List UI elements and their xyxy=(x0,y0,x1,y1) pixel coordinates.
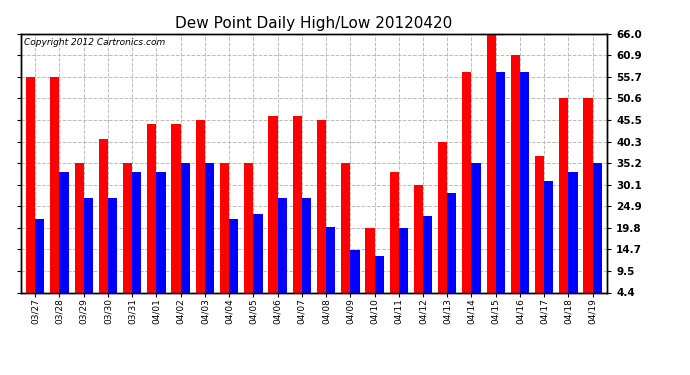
Bar xyxy=(35,219,44,311)
Bar xyxy=(253,214,263,311)
Bar xyxy=(486,34,495,311)
Bar xyxy=(75,163,83,311)
Bar xyxy=(326,227,335,311)
Bar xyxy=(317,120,326,311)
Bar xyxy=(559,99,569,311)
Bar xyxy=(108,198,117,311)
Bar xyxy=(277,198,287,311)
Bar xyxy=(244,163,253,311)
Title: Dew Point Daily High/Low 20120420: Dew Point Daily High/Low 20120420 xyxy=(175,16,453,31)
Bar xyxy=(293,116,302,311)
Bar xyxy=(447,194,457,311)
Bar xyxy=(351,250,359,311)
Bar xyxy=(205,163,214,311)
Bar xyxy=(132,172,141,311)
Bar xyxy=(365,228,375,311)
Bar xyxy=(196,120,205,311)
Bar xyxy=(157,172,166,311)
Bar xyxy=(83,198,93,311)
Bar xyxy=(147,124,157,311)
Bar xyxy=(593,163,602,311)
Bar xyxy=(268,116,277,311)
Bar xyxy=(302,198,311,311)
Text: Copyright 2012 Cartronics.com: Copyright 2012 Cartronics.com xyxy=(23,38,165,46)
Bar xyxy=(495,72,505,311)
Bar xyxy=(471,163,481,311)
Bar xyxy=(171,124,181,311)
Bar xyxy=(584,99,593,311)
Bar xyxy=(181,163,190,311)
Bar xyxy=(390,172,399,311)
Bar xyxy=(511,55,520,311)
Bar xyxy=(423,216,432,311)
Bar xyxy=(535,156,544,311)
Bar xyxy=(229,219,238,311)
Bar xyxy=(414,184,423,311)
Bar xyxy=(123,163,132,311)
Bar xyxy=(462,72,471,311)
Bar xyxy=(220,163,229,311)
Bar xyxy=(50,77,59,311)
Bar xyxy=(399,228,408,311)
Bar xyxy=(375,256,384,311)
Bar xyxy=(26,77,35,311)
Bar xyxy=(438,142,447,311)
Bar xyxy=(341,163,351,311)
Bar xyxy=(569,172,578,311)
Bar xyxy=(59,172,69,311)
Bar xyxy=(520,72,529,311)
Bar xyxy=(99,139,108,311)
Bar xyxy=(544,181,553,311)
